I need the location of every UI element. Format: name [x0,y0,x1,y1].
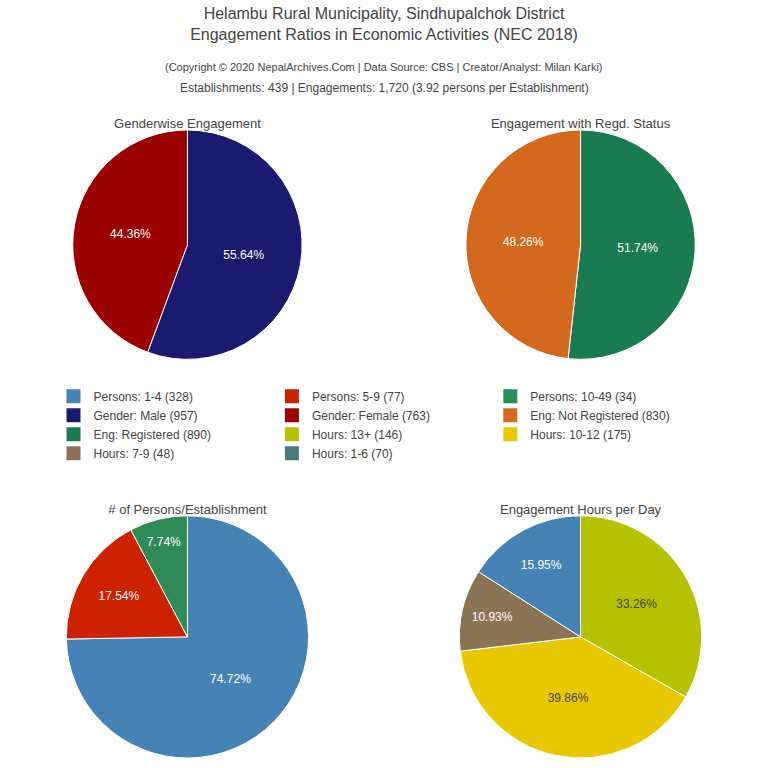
svg-text:51.74%: 51.74% [617,241,658,255]
svg-text:39.86%: 39.86% [548,691,589,705]
svg-text:Persons: 1-4 (328): Persons: 1-4 (328) [94,390,193,404]
svg-text:Eng: Not Registered (830): Eng: Not Registered (830) [530,409,669,423]
svg-text:Hours: 7-9 (48): Hours: 7-9 (48) [94,447,175,461]
svg-text:Gender: Male (957): Gender: Male (957) [94,409,198,423]
svg-text:Eng: Registered (890): Eng: Registered (890) [94,428,211,442]
svg-text:Engagement Hours per Day: Engagement Hours per Day [500,502,662,517]
svg-text:74.72%: 74.72% [210,672,251,686]
svg-text:Persons: 5-9 (77): Persons: 5-9 (77) [312,390,405,404]
svg-text:Establishments: 439 | Engageme: Establishments: 439 | Engagements: 1,720… [180,81,589,95]
svg-text:48.26%: 48.26% [503,235,544,249]
svg-text:Genderwise Engagement: Genderwise Engagement [114,116,261,131]
svg-text:(Copyright © 2020 NepalArchive: (Copyright © 2020 NepalArchives.Com | Da… [165,61,603,73]
svg-text:Engagement with Regd. Status: Engagement with Regd. Status [491,116,671,131]
svg-text:55.64%: 55.64% [223,248,264,262]
svg-text:Gender: Female (763): Gender: Female (763) [312,409,430,423]
svg-text:44.36%: 44.36% [110,227,151,241]
svg-text:Hours: 10-12 (175): Hours: 10-12 (175) [530,428,631,442]
svg-text:33.26%: 33.26% [616,597,657,611]
svg-text:17.54%: 17.54% [98,589,139,603]
svg-text:Persons: 10-49 (34): Persons: 10-49 (34) [530,390,636,404]
svg-text:# of Persons/Establishment: # of Persons/Establishment [108,502,267,517]
svg-text:15.95%: 15.95% [521,558,562,572]
svg-text:Hours: 13+ (146): Hours: 13+ (146) [312,428,402,442]
svg-text:10.93%: 10.93% [472,610,513,624]
svg-text:Helambu Rural Municipality, Si: Helambu Rural Municipality, Sindhupalcho… [190,5,578,43]
svg-text:Hours: 1-6 (70): Hours: 1-6 (70) [312,447,393,461]
svg-text:7.74%: 7.74% [147,535,181,549]
